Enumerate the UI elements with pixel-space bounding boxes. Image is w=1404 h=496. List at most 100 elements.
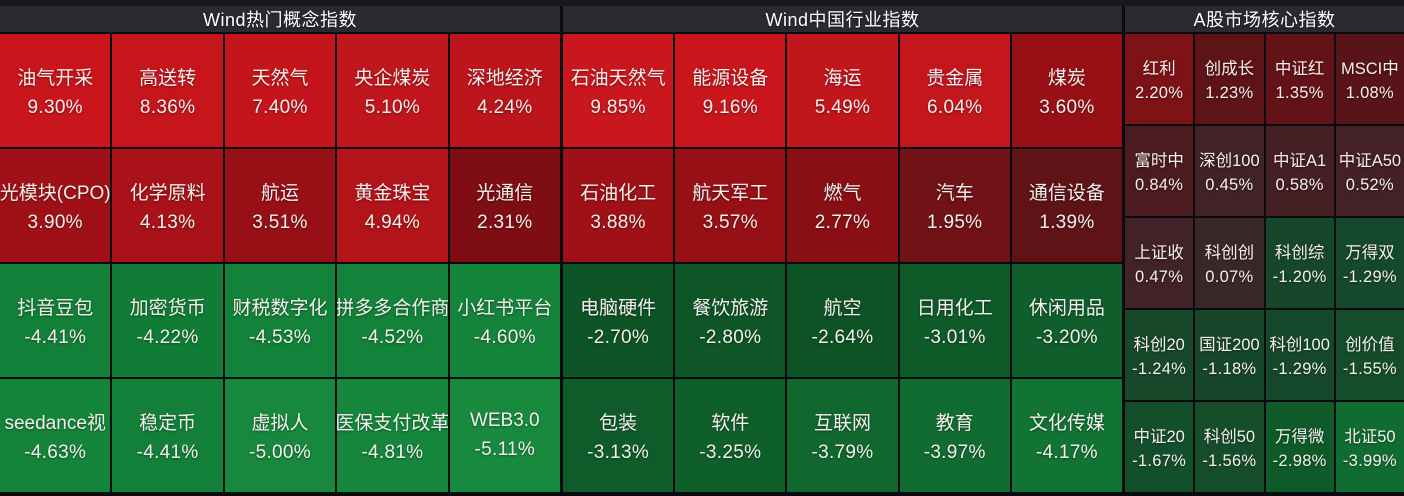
index-cell[interactable]: 文化传媒 -4.17% [1011, 379, 1122, 492]
index-cell[interactable]: 国证200 -1.18% [1195, 310, 1264, 400]
index-name: 北证50 [1344, 428, 1396, 446]
index-cell[interactable]: 软件 -3.25% [675, 379, 786, 492]
index-cell[interactable]: 医保支付改革 -4.81% [337, 379, 448, 492]
index-cell[interactable]: 稳定币 -4.41% [112, 379, 223, 492]
index-cell[interactable]: 包装 -3.13% [563, 379, 674, 492]
index-cell[interactable]: 财税数字化 -4.53% [224, 264, 336, 377]
index-cell[interactable]: 上证收 0.47% [1125, 218, 1194, 308]
index-cell[interactable]: 休闲用品 -3.20% [1011, 264, 1122, 377]
index-cell[interactable]: 通信设备 1.39% [1011, 149, 1122, 262]
index-name: 互联网 [813, 412, 871, 434]
index-cell[interactable]: 能源设备 9.16% [675, 34, 786, 147]
index-name: 包装 [599, 412, 638, 434]
index-cell[interactable]: 光通信 2.31% [449, 149, 560, 262]
index-change: 9.85% [590, 96, 646, 118]
index-name: 电脑硬件 [580, 297, 657, 319]
index-change: 0.52% [1345, 176, 1395, 194]
index-cell[interactable]: 光模块(CPO) 3.90% [0, 149, 111, 262]
index-change: -1.18% [1202, 360, 1257, 378]
index-name: 光模块(CPO) [0, 182, 111, 204]
index-name: 中证红 [1274, 60, 1325, 78]
index-cell[interactable]: 科创100 -1.29% [1265, 310, 1334, 400]
index-cell[interactable]: 红利 2.20% [1125, 34, 1194, 124]
index-cell[interactable]: 中证A1 0.58% [1265, 126, 1334, 216]
index-cell[interactable]: 科创50 -1.56% [1195, 402, 1264, 492]
index-name: 航空 [823, 297, 862, 319]
index-cell[interactable]: 石油化工 3.88% [563, 149, 674, 262]
index-cell[interactable]: 航天军工 3.57% [675, 149, 786, 262]
top-strip [0, 0, 1404, 6]
heatmap-board: Wind热门概念指数 油气开采 9.30% 高送转 8.36% 天然气 7.40% 央企煤炭… [0, 6, 1404, 492]
index-change: -3.20% [1035, 326, 1098, 348]
index-change: 9.16% [702, 96, 758, 118]
index-cell[interactable]: 深创100 0.45% [1195, 126, 1264, 216]
index-name: 光通信 [476, 182, 534, 204]
index-change: 8.36% [139, 96, 196, 118]
index-change: -1.56% [1202, 452, 1257, 470]
index-change: -1.20% [1272, 268, 1327, 286]
index-cell[interactable]: 拼多多合作商 -4.52% [337, 264, 448, 377]
index-cell[interactable]: 科创创 0.07% [1195, 218, 1264, 308]
index-cell[interactable]: 虚拟人 -5.00% [224, 379, 336, 492]
index-cell[interactable]: 石油天然气 9.85% [563, 34, 674, 147]
index-cell[interactable]: 深地经济 4.24% [449, 34, 560, 147]
index-cell[interactable]: 创成长 1.23% [1195, 34, 1264, 124]
index-cell[interactable]: 科创综 -1.20% [1265, 218, 1334, 308]
index-name: 拼多多合作商 [337, 297, 448, 319]
index-cell[interactable]: 中证20 -1.67% [1125, 402, 1194, 492]
index-name: 汽车 [935, 182, 974, 204]
index-name: 科创20 [1133, 336, 1185, 354]
index-cell[interactable]: 央企煤炭 5.10% [337, 34, 448, 147]
index-cell[interactable]: 日用化工 -3.01% [899, 264, 1010, 377]
index-cell[interactable]: 互联网 -3.79% [787, 379, 898, 492]
index-cell[interactable]: MSCI中 1.08% [1335, 34, 1404, 124]
index-change: 3.57% [702, 211, 758, 233]
index-cell[interactable]: 万得双 -1.29% [1335, 218, 1404, 308]
index-cell[interactable]: 天然气 7.40% [224, 34, 336, 147]
index-cell[interactable]: 万得微 -2.98% [1265, 402, 1334, 492]
panel-hot-concept-indices: Wind热门概念指数 油气开采 9.30% 高送转 8.36% 天然气 7.40% 央企煤炭… [0, 6, 560, 492]
index-cell[interactable]: 航运 3.51% [224, 149, 336, 262]
index-cell[interactable]: 汽车 1.95% [899, 149, 1010, 262]
index-name: 创成长 [1204, 60, 1255, 78]
index-change: -3.25% [699, 441, 762, 463]
index-cell[interactable]: 贵金属 6.04% [899, 34, 1010, 147]
index-name: 通信设备 [1028, 182, 1105, 204]
index-cell[interactable]: 高送转 8.36% [112, 34, 223, 147]
index-change: 0.45% [1205, 176, 1254, 194]
index-cell[interactable]: 北证50 -3.99% [1335, 402, 1404, 492]
index-cell[interactable]: 创价值 -1.55% [1335, 310, 1404, 400]
index-change: 0.07% [1205, 268, 1254, 286]
index-cell[interactable]: 科创20 -1.24% [1125, 310, 1194, 400]
index-cell[interactable]: 中证红 1.35% [1265, 34, 1334, 124]
index-cell[interactable]: WEB3.0 -5.11% [449, 379, 560, 492]
index-change: -5.11% [474, 439, 536, 460]
index-cell[interactable]: 油气开采 9.30% [0, 34, 111, 147]
panel-a-share-core-indices: A股市场核心指数 红利 2.20% 创成长 1.23% 中证红 1.35% MSCI中 1.0… [1125, 6, 1404, 492]
index-name: 中证A1 [1273, 152, 1327, 170]
index-name: 科创创 [1204, 244, 1255, 262]
index-cell[interactable]: 小红书平台 -4.60% [449, 264, 560, 377]
index-name: 红利 [1142, 60, 1176, 78]
index-name: 高送转 [139, 67, 197, 89]
index-cell[interactable]: 航空 -2.64% [787, 264, 898, 377]
index-cell[interactable]: 教育 -3.97% [899, 379, 1010, 492]
index-cell[interactable]: 燃气 2.77% [787, 149, 898, 262]
index-name: 航天军工 [692, 182, 769, 204]
index-cell[interactable]: 餐饮旅游 -2.80% [675, 264, 786, 377]
index-change: -4.81% [361, 441, 424, 463]
index-cell[interactable]: 加密货币 -4.22% [112, 264, 223, 377]
cell-grid-a-share-core: 红利 2.20% 创成长 1.23% 中证红 1.35% MSCI中 1.08% 富时中 0.84… [1125, 34, 1404, 492]
index-change: -1.55% [1342, 360, 1397, 378]
index-cell[interactable]: 富时中 0.84% [1125, 126, 1194, 216]
index-change: 7.40% [252, 96, 308, 118]
index-cell[interactable]: 煤炭 3.60% [1011, 34, 1122, 147]
index-cell[interactable]: 化学原料 4.13% [112, 149, 223, 262]
index-cell[interactable]: 电脑硬件 -2.70% [563, 264, 674, 377]
index-cell[interactable]: 抖音豆包 -4.41% [0, 264, 111, 377]
index-cell[interactable]: seedance视 -4.63% [0, 379, 111, 492]
index-cell[interactable]: 中证A50 0.52% [1335, 126, 1404, 216]
index-change: -4.22% [136, 326, 199, 348]
index-cell[interactable]: 黄金珠宝 4.94% [337, 149, 448, 262]
index-cell[interactable]: 海运 5.49% [787, 34, 898, 147]
